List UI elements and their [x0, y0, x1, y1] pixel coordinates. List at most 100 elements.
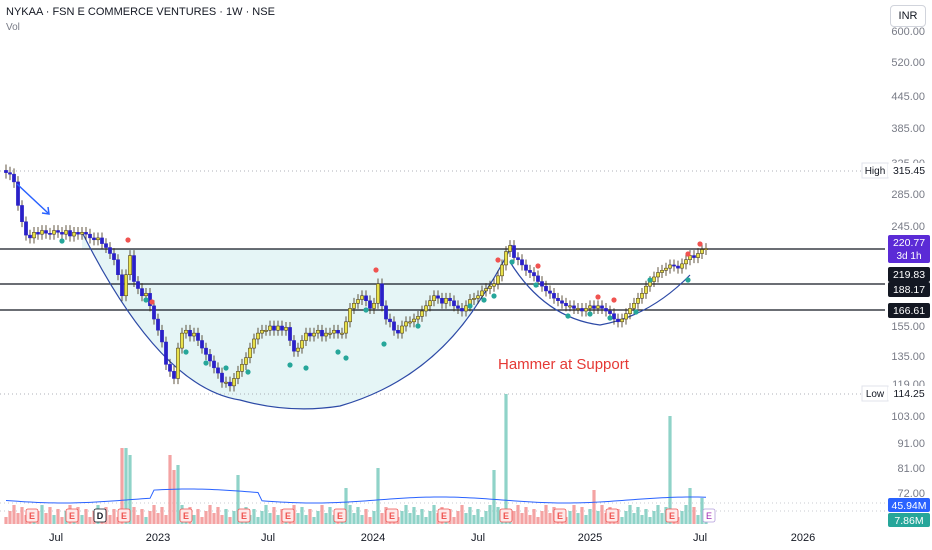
candle-body — [524, 264, 528, 271]
candle-body — [76, 232, 80, 235]
candle-body — [644, 285, 648, 294]
candle-body — [384, 305, 388, 320]
earnings-marker[interactable] — [437, 508, 451, 523]
candle-body — [496, 275, 500, 285]
volume-bar — [532, 509, 536, 524]
price-tick-label: 520.00 — [891, 57, 925, 69]
volume-bar — [460, 505, 464, 524]
earnings-marker[interactable] — [237, 508, 251, 523]
candle-body — [476, 295, 480, 299]
candle-body — [672, 264, 676, 267]
dividend-marker-label: D — [97, 511, 104, 521]
price-label-value: 188.17 — [893, 284, 925, 296]
candle-body — [308, 332, 312, 337]
candle-body — [64, 230, 68, 235]
candle-body — [508, 245, 512, 252]
earnings-marker[interactable] — [281, 508, 295, 523]
volume-bar — [360, 515, 364, 524]
candle-body — [380, 283, 384, 307]
time-axis[interactable]: Jul 2023 Jul 2024 Jul 2025 Jul 2026 — [49, 532, 815, 544]
candle-body — [404, 321, 408, 327]
candle-body — [164, 341, 168, 365]
signal-dots — [59, 237, 703, 375]
buy-signal-dot — [647, 277, 653, 283]
candle-body — [316, 329, 320, 334]
volume-bar — [628, 505, 632, 524]
volume-bar — [304, 515, 308, 524]
candle-body — [416, 316, 420, 320]
upcoming-earnings-marker[interactable] — [702, 508, 716, 523]
volume-bar — [484, 511, 488, 524]
earnings-marker-label: E — [69, 511, 75, 521]
candle-body — [392, 321, 396, 331]
earnings-marker[interactable] — [333, 508, 347, 523]
volume-bar — [524, 507, 528, 524]
earnings-marker[interactable] — [605, 508, 619, 523]
price-label-box — [888, 282, 930, 297]
buy-signal-dot — [59, 238, 65, 244]
candle-body — [540, 281, 544, 287]
volume-bar — [316, 511, 320, 524]
time-tick-label: 2025 — [578, 532, 602, 544]
volume-bar — [312, 517, 316, 524]
symbol-title[interactable]: NYKAA · FSN E COMMERCE VENTURES · 1W · N… — [6, 6, 275, 18]
earnings-marker[interactable] — [179, 508, 193, 523]
candle-body — [132, 255, 136, 282]
candle-body — [656, 272, 660, 278]
currency-button[interactable]: INR — [890, 5, 926, 27]
volume-bar — [40, 505, 44, 524]
dividend-marker[interactable] — [93, 508, 107, 523]
volume-bar — [276, 515, 280, 524]
candle-body — [372, 303, 376, 309]
earnings-marker[interactable] — [385, 508, 399, 523]
candle-body — [536, 275, 540, 282]
candle-body — [680, 263, 684, 269]
volume-bar — [4, 517, 8, 524]
earnings-marker[interactable] — [65, 508, 79, 523]
candle-body — [424, 305, 428, 312]
candle-body — [452, 300, 456, 307]
candle-body — [272, 325, 276, 331]
volume-bar — [568, 511, 572, 524]
volume-bar — [640, 515, 644, 524]
candle-body — [312, 332, 316, 337]
volume-bar — [12, 505, 16, 524]
buy-signal-dot — [533, 282, 539, 288]
candle-body — [352, 303, 356, 309]
candle-body — [504, 251, 508, 266]
earnings-marker[interactable] — [553, 508, 567, 523]
candle-body — [184, 329, 188, 334]
earnings-markers[interactable]: E E E E E E E E E E E E ED E — [25, 508, 716, 523]
earnings-marker-label: E — [503, 511, 509, 521]
candle-body — [576, 308, 580, 310]
candle-body — [520, 259, 524, 266]
earnings-marker[interactable] — [117, 508, 131, 523]
candle-body — [240, 364, 244, 372]
volume-bar — [428, 511, 432, 524]
candle-body — [176, 347, 180, 379]
earnings-marker[interactable] — [499, 508, 513, 523]
earnings-marker[interactable] — [665, 508, 679, 523]
price-label-tag: Low — [866, 389, 885, 400]
volume-bar — [156, 513, 160, 524]
candle-body — [20, 205, 24, 222]
price-labels: High 315.45 220.77 3d 1h 219.83 188.17 166.61 L… — [861, 162, 930, 527]
volume-bar — [668, 416, 672, 524]
candle-body — [516, 257, 520, 260]
volume-bar — [624, 511, 628, 524]
earnings-marker[interactable] — [25, 508, 39, 523]
volume-bar — [200, 517, 204, 524]
candle-body — [456, 305, 460, 309]
candle-body — [692, 255, 696, 258]
buy-signal-dot — [245, 369, 251, 375]
volume-bar — [680, 511, 684, 524]
volume-bar — [468, 507, 472, 524]
volume-bar — [516, 505, 520, 524]
volume-bar — [700, 498, 704, 524]
candle-body — [700, 249, 704, 254]
buy-signal-dot — [381, 341, 387, 347]
candle-body — [288, 327, 292, 341]
candle-body — [280, 325, 284, 331]
volume-bar — [464, 513, 468, 524]
